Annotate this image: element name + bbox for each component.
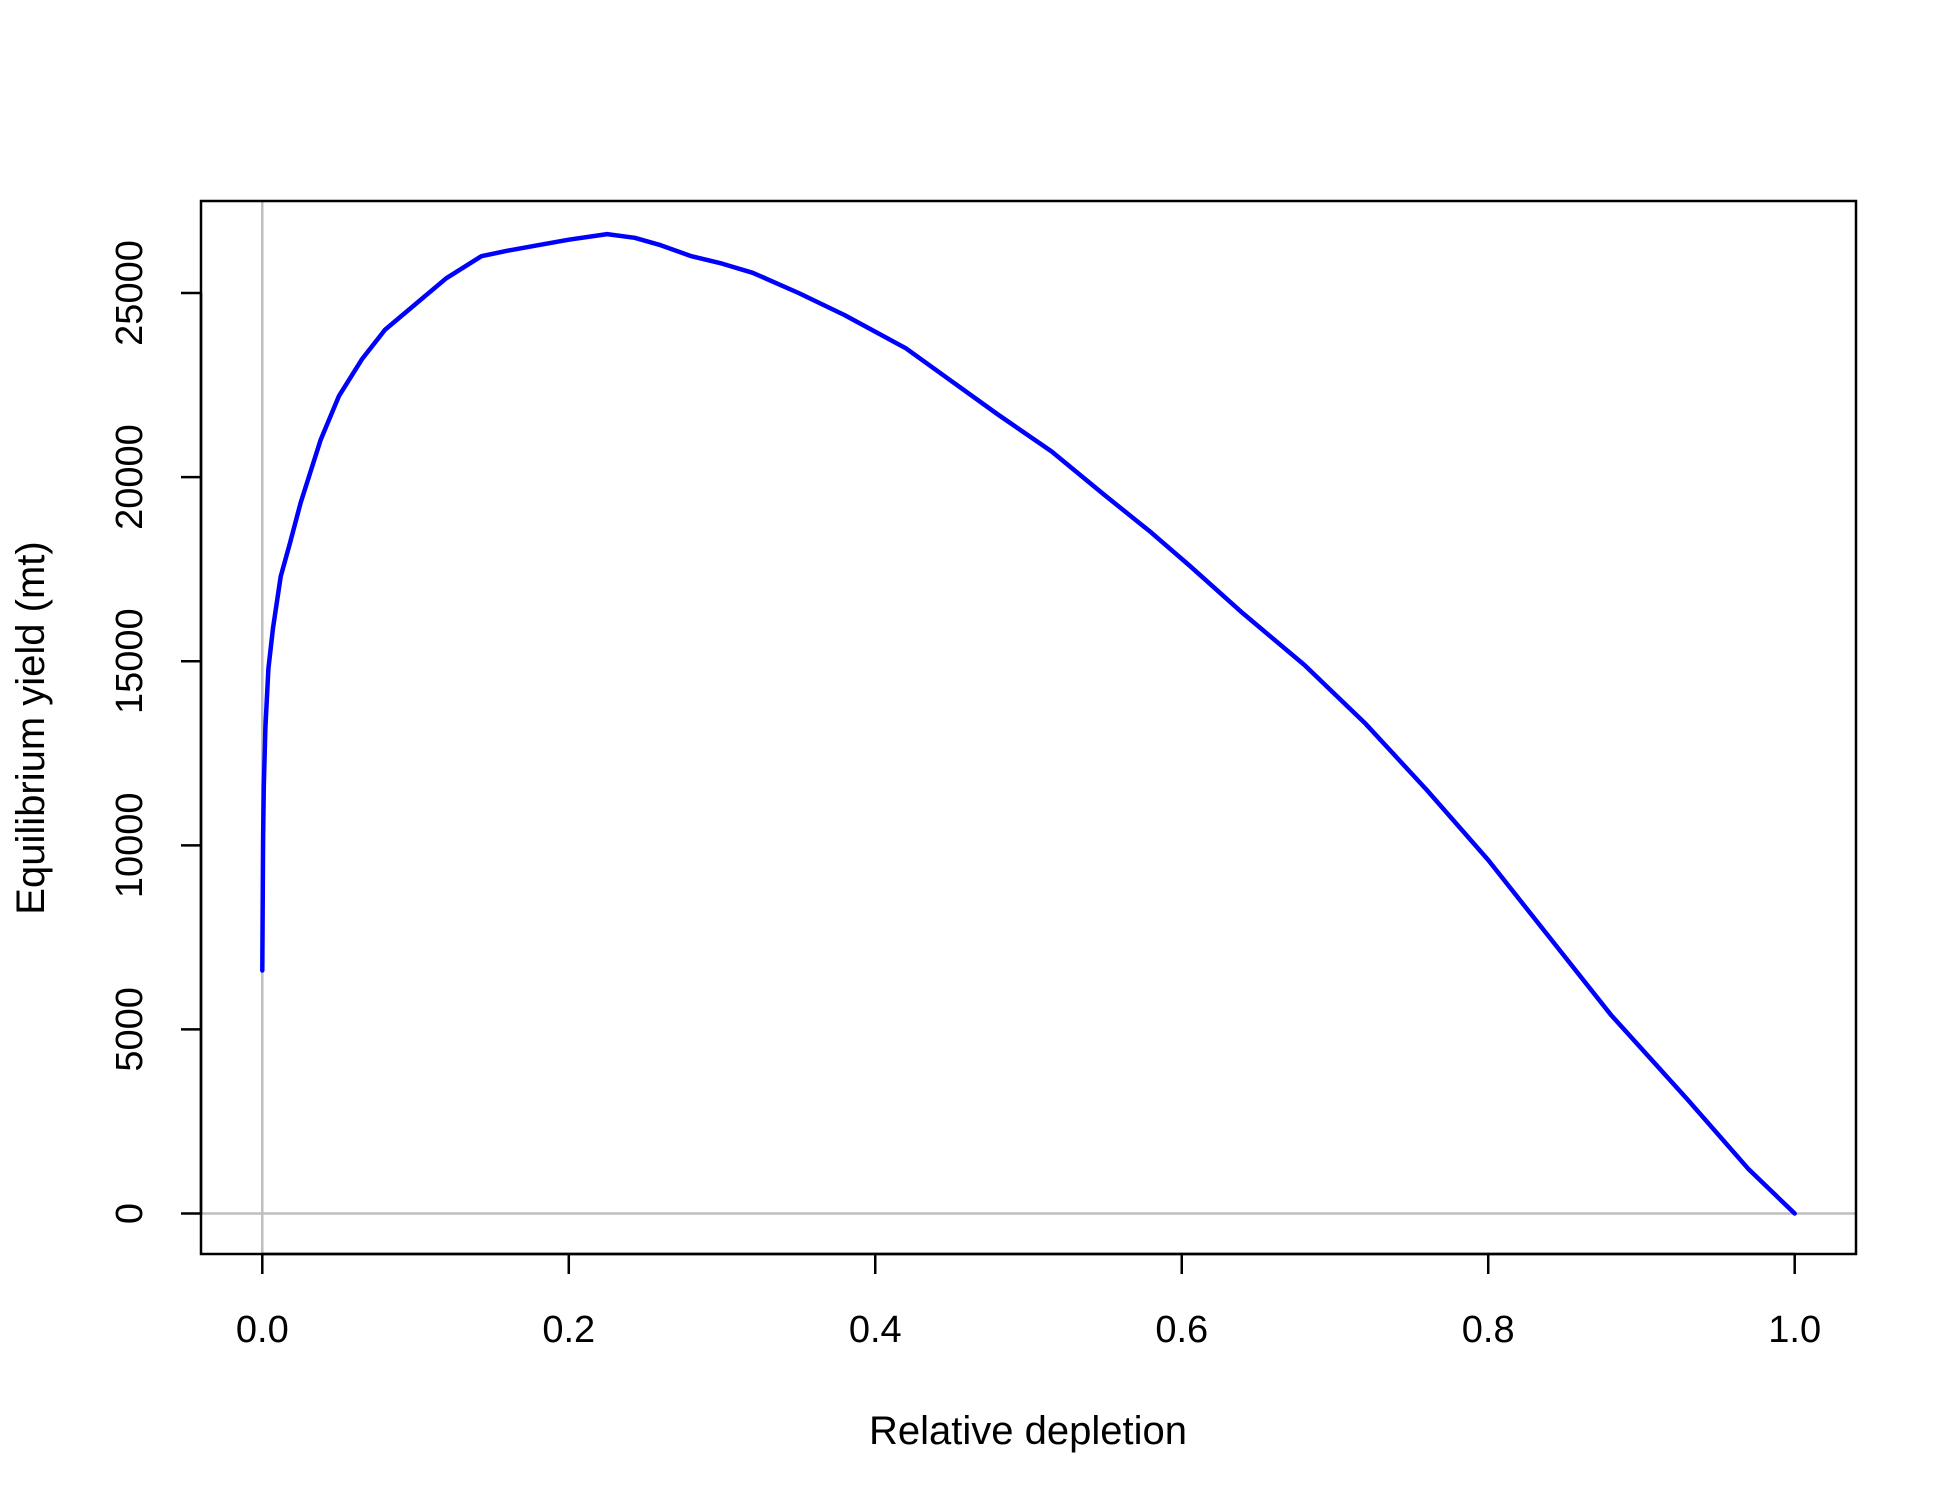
y-tick-label: 15000: [109, 608, 151, 714]
reference-lines: [201, 201, 1856, 1254]
y-axis-title: Equilibrium yield (mt): [9, 541, 53, 914]
x-axis: 0.0 0.2 0.4 0.6 0.8 1.0: [236, 1252, 1821, 1351]
y-tick-label: 20000: [109, 424, 151, 530]
y-tick-label: 5000: [109, 987, 151, 1072]
y-tick-label: 0: [109, 1203, 151, 1224]
x-tick-label: 0.0: [236, 1309, 289, 1351]
x-tick-label: 0.4: [849, 1309, 902, 1351]
y-axis: 0 5000 10000 15000 20000 25000: [109, 240, 203, 1224]
y-tick-label: 25000: [109, 240, 151, 346]
series-layer: [260, 231, 1797, 1216]
x-tick-label: 1.0: [1768, 1309, 1821, 1351]
x-tick-label: 0.8: [1462, 1309, 1515, 1351]
y-tick-label: 10000: [109, 792, 151, 898]
series-line-1: [260, 231, 1797, 1216]
x-tick-label: 0.6: [1155, 1309, 1208, 1351]
x-axis-title: Relative depletion: [869, 1409, 1187, 1453]
x-tick-label: 0.2: [542, 1309, 595, 1351]
